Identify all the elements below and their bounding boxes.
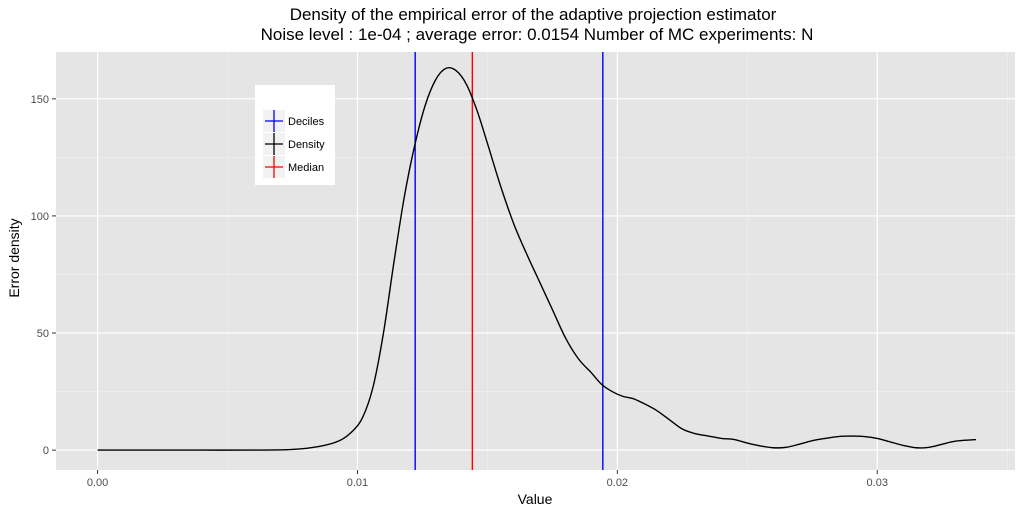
x-tick-label: 0.01 xyxy=(347,477,368,489)
vertical-lines xyxy=(414,52,604,470)
chart-subtitle: Noise level : 1e-04 ; average error: 0.0… xyxy=(261,25,814,44)
y-tick-label: 150 xyxy=(31,94,49,106)
legend-label: Deciles xyxy=(288,116,325,128)
x-axis-title: Value xyxy=(518,491,553,507)
y-axis: 0 50 100 150 xyxy=(31,94,56,457)
plot-panel xyxy=(56,52,1015,470)
y-tick-label: 100 xyxy=(31,211,49,223)
legend: Deciles Density Median xyxy=(255,85,335,185)
y-tick-label: 50 xyxy=(37,328,49,340)
y-axis-title: Error density xyxy=(6,218,22,297)
x-axis: 0.00 0.01 0.02 0.03 xyxy=(87,470,888,489)
legend-label: Density xyxy=(288,139,325,151)
x-tick-label: 0.00 xyxy=(87,477,108,489)
chart-title: Density of the empirical error of the ad… xyxy=(290,5,777,24)
density-line xyxy=(97,67,977,451)
x-tick-label: 0.02 xyxy=(607,477,628,489)
legend-label: Median xyxy=(288,162,324,174)
x-tick-label: 0.03 xyxy=(867,477,888,489)
y-tick-label: 0 xyxy=(43,445,49,457)
